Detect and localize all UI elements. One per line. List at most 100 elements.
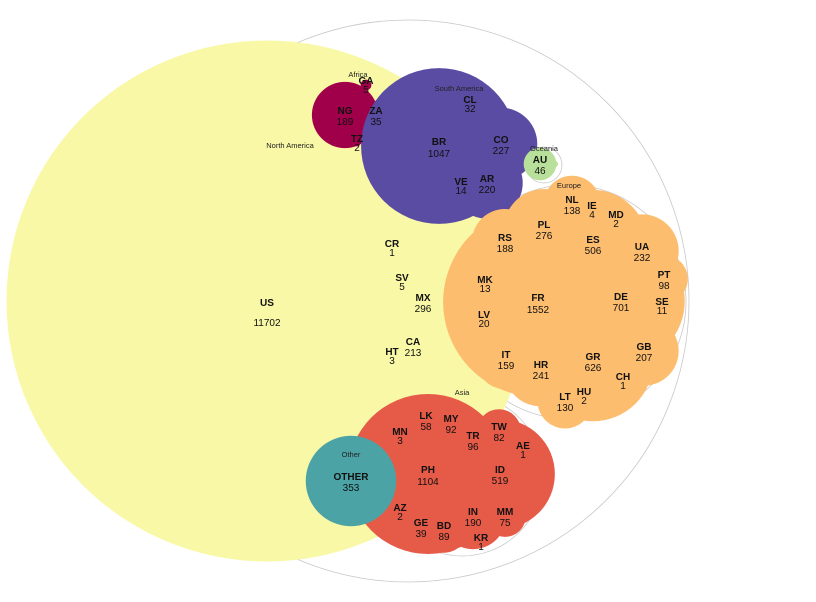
label-value-tr: 96	[467, 442, 479, 453]
label-code-ht: HT	[385, 347, 398, 358]
label-code-ie: IE	[587, 201, 597, 212]
group-label-south-america: South America	[435, 84, 485, 93]
label-code-md: MD	[608, 210, 624, 221]
label-code-ar: AR	[480, 174, 495, 185]
label-value-lv: 20	[478, 319, 490, 330]
label-code-co: CO	[494, 135, 509, 146]
bubble-ca	[377, 310, 449, 382]
label-value-hu: 2	[581, 396, 587, 407]
label-code-es: ES	[586, 235, 600, 246]
label-value-cl: 32	[464, 104, 476, 115]
bubble-ar	[451, 147, 523, 219]
label-code-pl: PL	[538, 220, 551, 231]
bubble-tz	[353, 139, 361, 147]
bubble-other	[305, 435, 397, 527]
group-label-north-america: North America	[266, 141, 314, 150]
label-value-mk: 13	[479, 284, 491, 295]
label-code-hr: HR	[534, 360, 549, 371]
bubble-kr	[478, 539, 484, 545]
label-code-lk: LK	[419, 411, 433, 422]
label-value-mn: 3	[397, 436, 403, 447]
label-value-ae: 1	[520, 450, 526, 461]
bubble-pt	[640, 255, 688, 303]
label-value-se: 11	[657, 306, 668, 317]
label-value-in: 190	[465, 518, 482, 529]
label-value-cr: 1	[389, 248, 395, 259]
label-value-my: 92	[445, 425, 457, 436]
bubble-mn	[395, 431, 405, 441]
label-code-za: ZA	[369, 106, 382, 117]
label-code-gr: GR	[586, 352, 602, 363]
bubble-mm	[484, 495, 526, 537]
label-code-ve: VE	[454, 177, 468, 188]
bubble-az	[396, 508, 404, 516]
label-code-mx: MX	[416, 293, 431, 304]
label-value-us: 11702	[253, 318, 281, 329]
label-code-us: US	[260, 298, 274, 309]
label-value-au: 46	[534, 166, 546, 177]
label-value-es: 506	[585, 246, 602, 257]
label-code-mk: MK	[477, 275, 493, 286]
bubble-ie	[587, 205, 597, 215]
bubble-nl	[543, 175, 601, 233]
bubble-gb	[609, 316, 679, 386]
label-value-mx: 296	[415, 304, 432, 315]
group-label-africa: Africa	[348, 70, 368, 79]
label-code-cr: CR	[385, 239, 400, 250]
label-value-rs: 188	[497, 244, 514, 255]
labels-layer: North AmericaUS11702MX296CA213SV5HT3CR1A…	[253, 70, 670, 553]
label-code-tw: TW	[491, 422, 507, 433]
label-value-ch: 1	[620, 381, 626, 392]
label-code-bd: BD	[437, 521, 451, 532]
label-value-md: 2	[613, 219, 619, 230]
label-code-ga: GA	[359, 76, 374, 87]
bubble-cr	[389, 245, 395, 251]
label-value-ga: 5	[363, 85, 369, 96]
label-code-pt: PT	[658, 270, 671, 281]
label-value-ie: 4	[589, 210, 595, 221]
label-value-mm: 75	[499, 518, 511, 529]
label-code-fr: FR	[531, 293, 545, 304]
label-value-co: 227	[493, 146, 510, 157]
label-value-az: 2	[397, 512, 403, 523]
label-value-nl: 138	[564, 206, 581, 217]
label-value-gr: 626	[585, 363, 602, 374]
bubble-ch	[620, 378, 626, 384]
label-value-ge: 39	[415, 529, 427, 540]
label-code-ua: UA	[635, 242, 649, 253]
bubble-ve	[451, 176, 471, 196]
label-code-au: AU	[533, 155, 547, 166]
label-code-cl: CL	[463, 95, 476, 106]
bubble-ht	[387, 351, 397, 361]
label-code-ph: PH	[421, 465, 435, 476]
label-code-kr: KR	[474, 533, 489, 544]
label-value-tz: 2	[354, 143, 360, 154]
label-code-de: DE	[614, 292, 628, 303]
label-value-other: 353	[343, 483, 360, 494]
bubble-ga	[360, 79, 372, 91]
label-code-rs: RS	[498, 233, 512, 244]
label-value-tw: 82	[493, 433, 505, 444]
label-code-sv: SV	[395, 273, 409, 284]
label-value-gb: 207	[636, 353, 653, 364]
label-value-de: 701	[613, 303, 630, 314]
label-code-other: OTHER	[334, 472, 370, 483]
country-bubbles-layer	[6, 40, 688, 562]
label-value-kr: 1	[478, 542, 484, 553]
label-value-fr: 1552	[527, 305, 550, 316]
group-label-oceania: Oceania	[530, 144, 559, 153]
bubble-rs	[471, 208, 539, 276]
label-code-in: IN	[468, 507, 478, 518]
label-value-br: 1047	[428, 149, 451, 160]
label-code-hu: HU	[577, 387, 591, 398]
label-value-sv: 5	[399, 282, 405, 293]
label-code-az: AZ	[393, 503, 406, 514]
label-code-gb: GB	[637, 342, 652, 353]
label-value-ar: 220	[479, 185, 496, 196]
label-code-my: MY	[444, 414, 459, 425]
label-code-tz: TZ	[351, 134, 363, 145]
bubble-ng	[311, 81, 379, 149]
bubble-bd	[421, 507, 467, 553]
label-value-ua: 232	[634, 253, 651, 264]
